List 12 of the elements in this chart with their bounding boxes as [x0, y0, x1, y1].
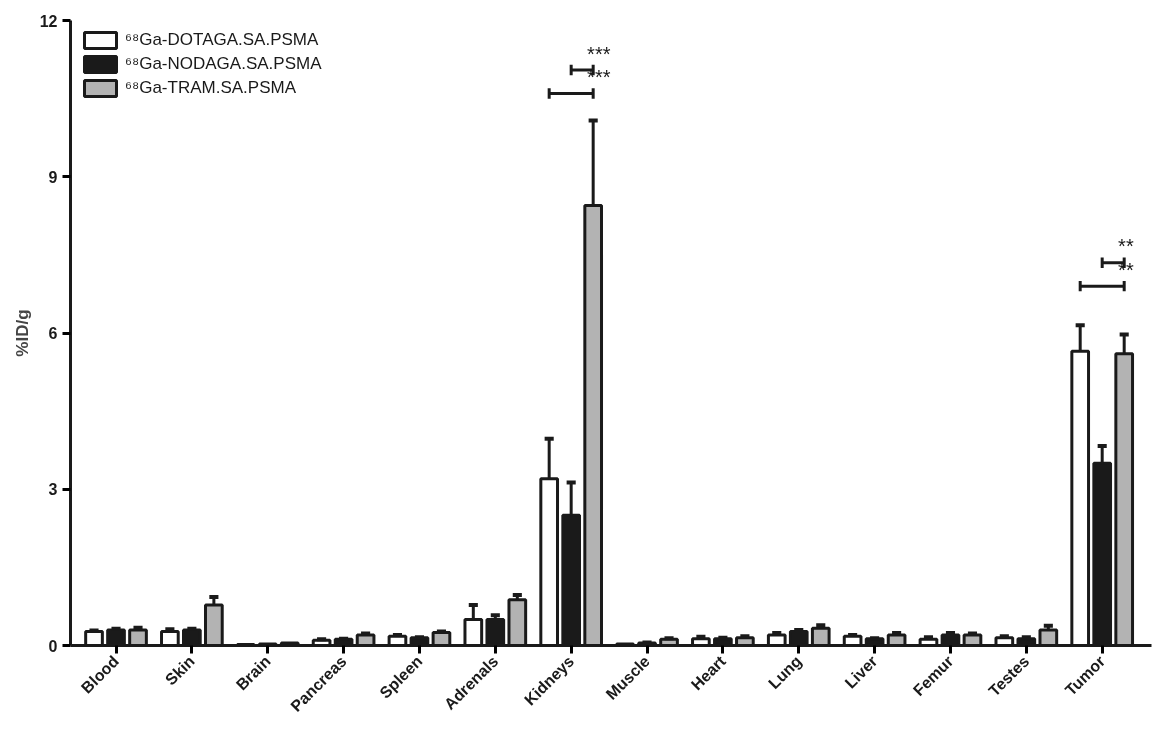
legend-label: ⁶⁸Ga-DOTAGA.SA.PSMA: [125, 30, 319, 50]
y-axis-title: %ID/g: [12, 309, 32, 357]
annotation: ***: [587, 42, 611, 65]
y-tick-label: 9: [48, 168, 58, 186]
y-tick-label: 12: [39, 12, 58, 30]
annotation: **: [1118, 235, 1134, 258]
legend-label: ⁶⁸Ga-TRAM.SA.PSMA: [125, 78, 296, 98]
x-tick-label: Skin: [161, 652, 198, 689]
y-tick-label: 3: [48, 481, 58, 499]
legend-label: ⁶⁸Ga-NODAGA.SA.PSMA: [125, 54, 322, 74]
y-tick-label: 0: [48, 637, 58, 655]
y-tick-label: 6: [48, 325, 58, 342]
